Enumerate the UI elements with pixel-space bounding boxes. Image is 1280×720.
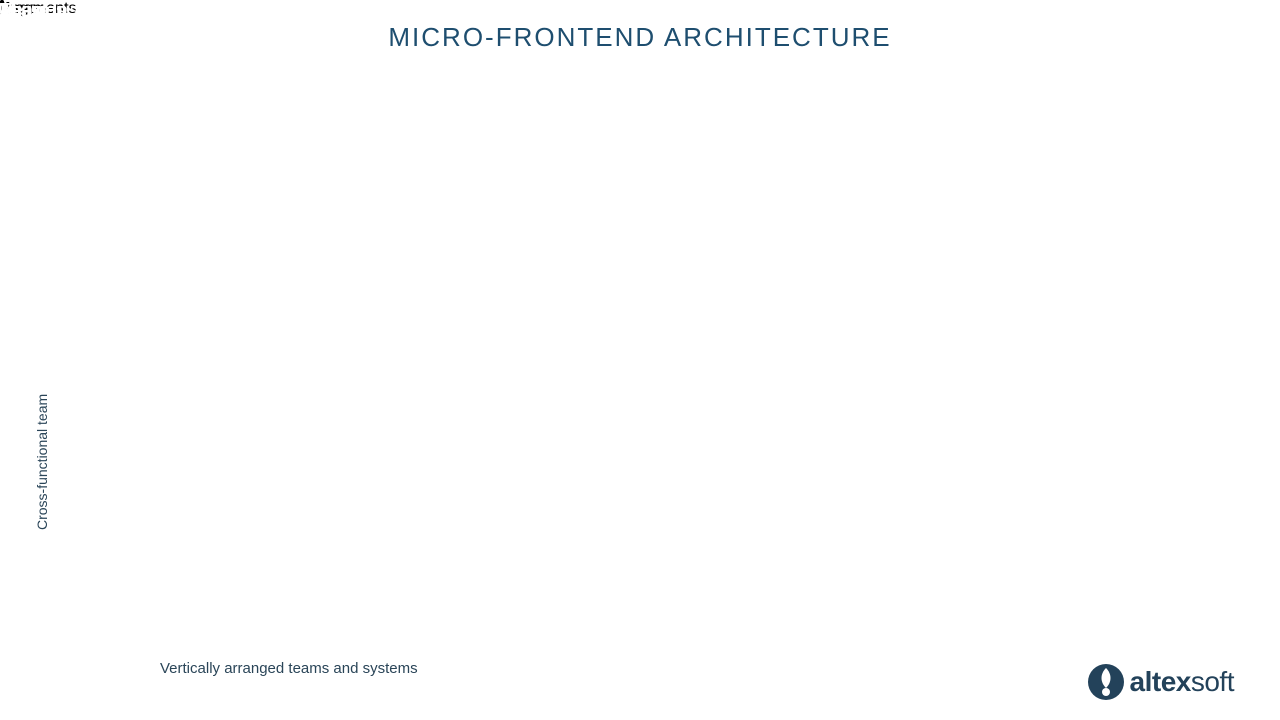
- page-title: MICRO-FRONTEND ARCHITECTURE: [0, 22, 1280, 53]
- brand-icon: [1086, 662, 1126, 702]
- connectors-svg: [0, 0, 1280, 720]
- side-label: Cross-functional team: [34, 394, 50, 530]
- brand-logo: altexsoft: [1086, 662, 1234, 702]
- mission-label-c: Mission: [0, 0, 68, 23]
- bottom-label: Vertically arranged teams and systems: [160, 660, 418, 677]
- brand-text: altexsoft: [1130, 666, 1234, 698]
